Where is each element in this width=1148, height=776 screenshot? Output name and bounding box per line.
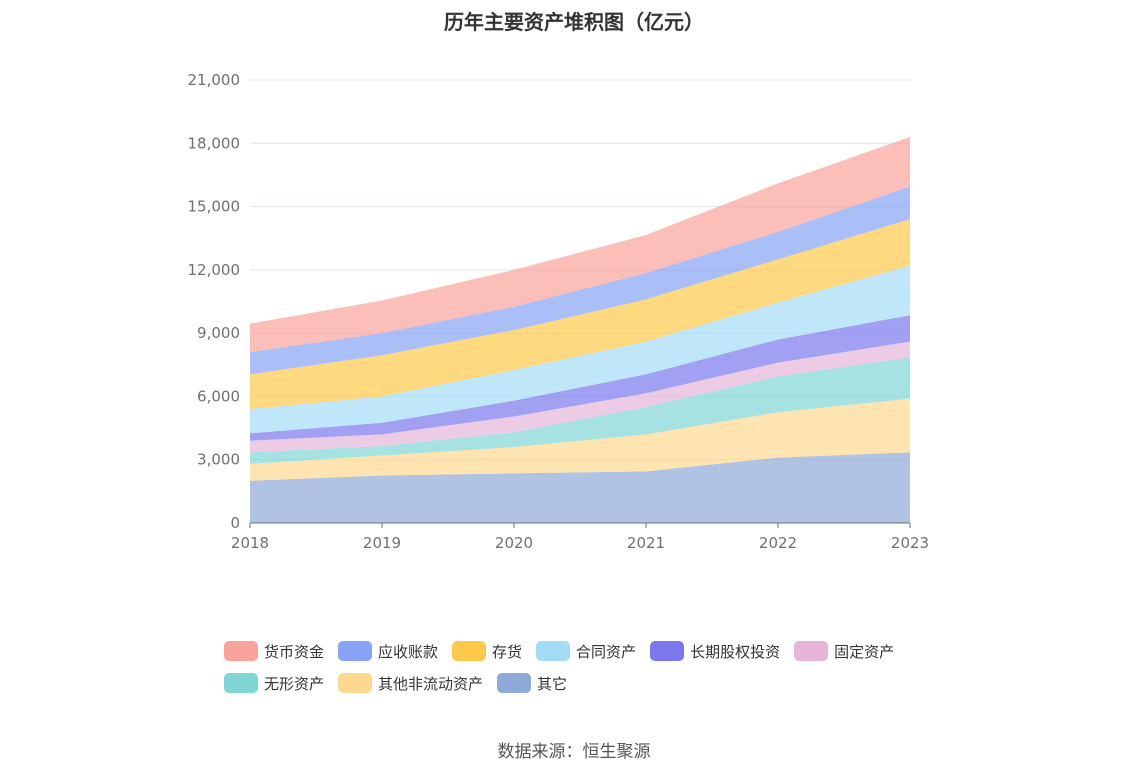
area-series-合同资产 [250,265,910,434]
legend-label: 应收账款 [378,642,439,661]
area-series [250,136,910,523]
legend-swatch [650,641,685,661]
y-tick-label: 15,000 [188,198,241,216]
legend-item[interactable]: 存货 [452,640,522,662]
legend-item[interactable]: 应收账款 [338,640,438,662]
area-series-存货 [250,219,910,410]
area-series-固定资产 [250,341,910,453]
x-tick-label: 2019 [363,534,401,552]
legend-swatch [224,673,258,693]
legend-label: 固定资产 [834,642,895,661]
legend-swatch [338,641,373,661]
source-note: 数据来源：恒生聚源 [497,742,651,762]
legend-label: 货币资金 [264,642,325,661]
x-tick-label: 2018 [231,534,269,552]
legend-swatch [497,673,532,693]
legend-item[interactable]: 货币资金 [224,640,324,662]
legend-item[interactable]: 合同资产 [536,640,636,662]
legend-swatch [536,641,571,661]
x-tick-label: 2023 [891,534,929,552]
legend-item[interactable]: 无形资产 [224,672,324,694]
y-tick-label: 0 [230,514,240,532]
y-tick-label: 21,000 [188,71,241,89]
x-tick-label: 2021 [627,534,665,552]
y-tick-label: 6,000 [197,387,240,405]
legend: 货币资金 应收账款 存货 合同资产 长期股权投资 固定资产无形资产 其他非流动资产 其它 [224,640,944,694]
y-tick-label: 3,000 [197,451,240,469]
legend-swatch [338,673,373,693]
chart-title: 历年主要资产堆积图（亿元） [444,10,704,34]
y-tick-label: 9,000 [197,324,240,342]
y-tick-label: 18,000 [188,134,241,152]
axes: 0 3,000 6,000 9,000 12,000 15,000 18,000 21,000… [188,71,930,552]
legend-item[interactable]: 其他非流动资产 [338,672,483,694]
legend-label: 存货 [492,642,523,661]
y-tick-label: 12,000 [188,261,241,279]
legend-label: 合同资产 [576,642,637,661]
x-tick-label: 2020 [495,534,533,552]
legend-item[interactable]: 其它 [497,672,567,694]
legend-label: 其他非流动资产 [378,674,484,693]
stacked-area-chart: 0 3,000 6,000 9,000 12,000 15,000 18,000 21,000… [188,71,930,552]
legend-label: 其它 [537,674,568,693]
legend-swatch [452,641,487,661]
area-series-货币资金 [250,136,910,353]
area-series-其他非流动资产 [250,398,910,481]
area-series-长期股权投资 [250,315,910,441]
area-series-其它 [250,452,910,523]
legend-item[interactable]: 固定资产 [794,640,894,662]
legend-swatch [794,641,829,661]
area-series-无形资产 [250,357,910,464]
legend-label: 长期股权投资 [690,642,781,661]
legend-item[interactable]: 长期股权投资 [650,640,780,662]
area-series-应收账款 [250,186,910,375]
legend-swatch [224,641,258,661]
x-tick-label: 2022 [759,534,797,552]
legend-label: 无形资产 [264,674,325,693]
